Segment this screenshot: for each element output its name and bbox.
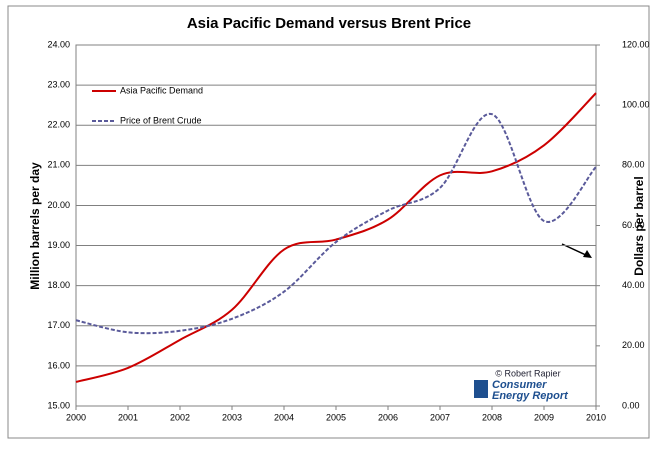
credit: © Robert Rapier bbox=[495, 368, 560, 378]
arrow-head bbox=[583, 250, 592, 258]
logo-icon bbox=[474, 380, 488, 398]
x-tick-label: 2002 bbox=[170, 412, 190, 422]
legend-label: Asia Pacific Demand bbox=[120, 85, 203, 95]
y-tick-label: 17.00 bbox=[47, 320, 70, 330]
x-tick-label: 2006 bbox=[378, 412, 398, 422]
y-tick-label: 19.00 bbox=[47, 240, 70, 250]
chart-title: Asia Pacific Demand versus Brent Price bbox=[187, 15, 471, 32]
y-tick-label: 22.00 bbox=[47, 120, 70, 130]
logo-text: Energy Report bbox=[492, 390, 569, 402]
series-line bbox=[75, 113, 597, 335]
y2-tick-label: 40.00 bbox=[622, 280, 645, 290]
plot-frame bbox=[75, 44, 597, 407]
x-tick-label: 2003 bbox=[222, 412, 242, 422]
y2-tick-label: 60.00 bbox=[622, 220, 645, 230]
y-tick-label: 23.00 bbox=[47, 79, 70, 89]
x-tick-label: 2001 bbox=[118, 412, 138, 422]
x-tick-label: 2008 bbox=[482, 412, 502, 422]
y-tick-label: 20.00 bbox=[47, 200, 70, 210]
logo-text: Consumer bbox=[492, 379, 547, 391]
y-tick-label: 24.00 bbox=[47, 39, 70, 49]
y-tick-label: 18.00 bbox=[47, 280, 70, 290]
y-tick-label: 21.00 bbox=[47, 160, 70, 170]
x-tick-label: 2004 bbox=[274, 412, 294, 422]
y2-tick-label: 80.00 bbox=[622, 160, 645, 170]
y2-axis-title: Dollars per barrel bbox=[632, 176, 646, 275]
y2-tick-label: 100.00 bbox=[622, 100, 650, 110]
x-tick-label: 2000 bbox=[66, 412, 86, 422]
series-line bbox=[75, 92, 597, 383]
x-tick-label: 2005 bbox=[326, 412, 346, 422]
x-tick-label: 2009 bbox=[534, 412, 554, 422]
legend-label: Price of Brent Crude bbox=[120, 115, 202, 125]
y2-tick-label: 120.00 bbox=[622, 39, 650, 49]
y-tick-label: 15.00 bbox=[47, 400, 70, 410]
y2-tick-label: 20.00 bbox=[622, 340, 645, 350]
y2-tick-label: 0.00 bbox=[622, 400, 640, 410]
x-tick-label: 2007 bbox=[430, 412, 450, 422]
x-tick-label: 2010 bbox=[586, 412, 606, 422]
y-tick-label: 16.00 bbox=[47, 360, 70, 370]
y-axis-title: Million barrels per day bbox=[28, 162, 42, 290]
